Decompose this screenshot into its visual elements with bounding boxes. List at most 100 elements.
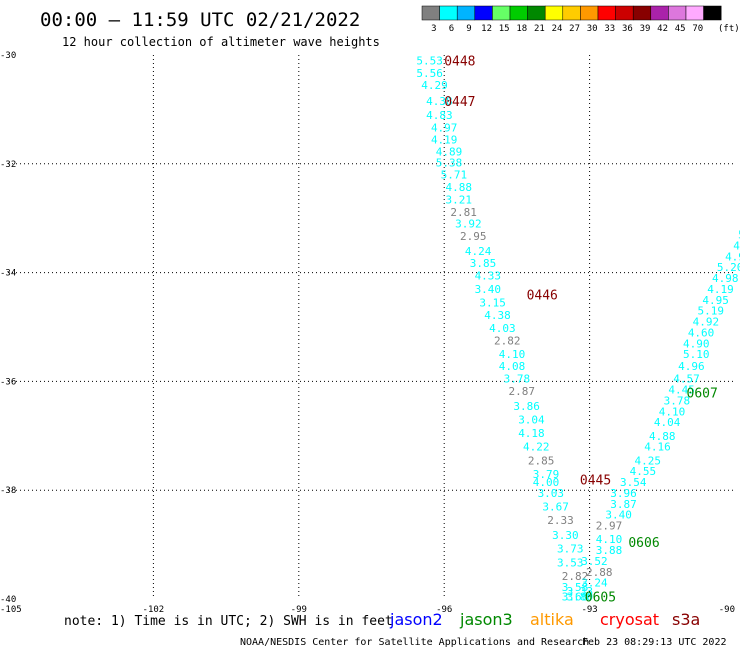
legend-swatch [685, 5, 704, 21]
wave-height-point: 2.82 [494, 335, 521, 348]
chart-title: 00:00 – 11:59 UTC 02/21/2022 [40, 9, 360, 31]
legend-swatch [527, 5, 546, 21]
legend-tick-label: 18 [516, 24, 527, 34]
x-tick-label: -102 [143, 605, 165, 615]
satellite-legend-jason3: jason3 [459, 610, 513, 629]
satellite-legend-jason2: jason2 [389, 610, 443, 629]
wave-height-point: 2.82 [562, 570, 589, 583]
time-labels: 0448 0447 0446 0445 0605 0606 0607 [444, 54, 718, 605]
legend-tick-label: 45 [675, 24, 686, 34]
wave-height-point: 3.40 [605, 509, 632, 522]
legend-swatch [421, 5, 440, 21]
wave-height-point: 3.87 [610, 498, 637, 511]
time-label: 0446 [527, 288, 558, 303]
y-tick-label: -36 [0, 377, 16, 387]
time-label: 0448 [444, 54, 475, 69]
wave-height-point: 4.00 [533, 476, 560, 489]
wave-height-point: 4.57 [673, 373, 700, 386]
satellite-legend: jason2 jason3 altika cryosat s3a [389, 610, 700, 629]
satellite-legend-altika: altika [530, 610, 574, 629]
wave-height-point: 4.88 [445, 181, 472, 194]
time-label: 0607 [687, 386, 718, 401]
x-tick-label: -96 [436, 605, 452, 615]
wave-height-point: 4.10 [499, 348, 526, 361]
legend-tick-label: 6 [449, 24, 454, 34]
wave-height-point: 5. [738, 229, 740, 242]
wave-height-point: 4.19 [707, 283, 734, 296]
wave-height-point: 3.15 [479, 297, 506, 310]
legend-unit: (ft) [718, 24, 740, 34]
wave-height-point: 5.71 [441, 169, 468, 182]
wave-height-point: 4.90 [683, 337, 710, 350]
legend-swatch [580, 5, 599, 21]
wave-height-point: 4.38 [484, 309, 511, 322]
footer-credit: NOAA/NESDIS Center for Satellite Applica… [240, 637, 589, 648]
wave-height-point: 4.10 [596, 533, 623, 546]
legend-swatch [509, 5, 528, 21]
y-tick-label: -34 [0, 269, 16, 279]
x-tick-label: -105 [0, 605, 22, 615]
data-labels: 5.535.564.294.384.834.974.194.895.385.71… [416, 54, 740, 603]
legend-swatch [562, 5, 581, 21]
wave-height-point: 3.58 [562, 581, 589, 594]
wave-height-point: 2.85 [528, 454, 555, 467]
legend-tick-label: 21 [534, 24, 545, 34]
wave-height-point: 4.18 [518, 427, 545, 440]
wave-height-point: 2.81 [450, 206, 477, 219]
wave-height-point: 4.88 [649, 430, 676, 443]
wave-height-point: 3.52 [581, 555, 608, 568]
wave-height-point: 4.95 [702, 294, 729, 307]
wave-height-point: 4.04 [654, 416, 681, 429]
satellite-legend-cryosat: cryosat [600, 610, 659, 629]
x-tick-label: -90 [719, 605, 735, 615]
wave-height-point: 4.22 [523, 441, 550, 454]
wave-height-point: 4.38 [426, 95, 453, 108]
legend-tick-label: 39 [640, 24, 651, 34]
wave-height-point: 2.33 [547, 514, 574, 527]
wave-height-point: 4.45 [668, 384, 695, 397]
wave-height-point: 4.19 [431, 133, 458, 146]
legend-tick-label: 15 [499, 24, 510, 34]
legend-tick-label: 27 [569, 24, 580, 34]
legend-swatch [632, 5, 652, 21]
y-tick-label: -40 [0, 595, 16, 605]
legend-swatch [492, 5, 511, 21]
wave-height-point: 3.66 [562, 590, 589, 603]
legend-tick-label: 9 [466, 24, 471, 34]
wave-height-point: 5.56 [416, 67, 443, 80]
wave-height-point: 4.24 [465, 245, 492, 258]
legend-swatch [474, 5, 493, 21]
wave-height-point: 2.87 [508, 385, 535, 398]
wave-height-point: 3.78 [504, 373, 531, 386]
x-tick-label: -99 [291, 605, 307, 615]
wave-height-point: 2.95 [460, 230, 487, 243]
wave-height-point: 3.80 [567, 590, 594, 603]
wave-height-point: 5.10 [683, 348, 710, 361]
footer-note: note: 1) Time is in UTC; 2) SWH is in fe… [64, 614, 393, 629]
wave-height-point: 4.97 [431, 121, 458, 134]
wave-height-point: 5.53 [416, 54, 443, 67]
wave-height-point: 4.16 [644, 441, 671, 454]
wave-height-point: 3.54 [620, 476, 647, 489]
legend-swatch [668, 5, 687, 21]
y-tick-label: -38 [0, 486, 16, 496]
wave-height-point: 4.29 [421, 79, 448, 92]
legend-tick-label: 36 [622, 24, 633, 34]
time-label: 0445 [580, 473, 611, 488]
wave-height-point: 2.88 [586, 566, 613, 579]
wave-height-point: 4.10 [659, 405, 686, 418]
legend-tick-label: 33 [604, 24, 615, 34]
grid-lines [8, 55, 735, 599]
axes: -105 -102 -99 -96 -93 -90 -30 -32 -34 -36 -38 -40 [0, 51, 735, 615]
wave-height-point: 5.19 [698, 305, 725, 318]
wave-height-point: 3.21 [445, 194, 472, 207]
wave-height-point: 4.96 [678, 360, 705, 373]
wave-height-point: 5.38 [436, 157, 463, 170]
wave-height-point: 4.33 [475, 269, 502, 282]
time-label: 0606 [628, 536, 659, 551]
wave-height-point: 4.55 [630, 465, 657, 478]
wave-height-point: 3.92 [455, 218, 482, 231]
legend-tick-label: 30 [587, 24, 598, 34]
wave-height-point: 4. [733, 239, 740, 252]
